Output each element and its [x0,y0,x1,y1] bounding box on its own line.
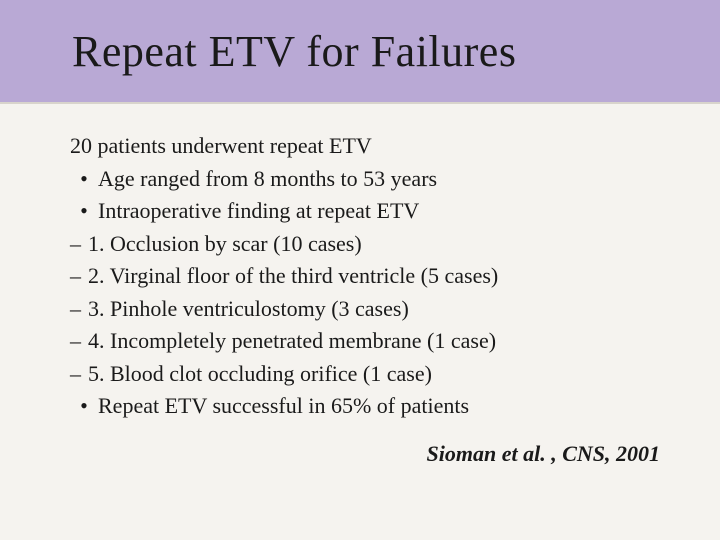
finding-item: – 1. Occlusion by scar (10 cases) [70,228,650,261]
dash-icon: – [70,358,88,391]
dash-icon: – [70,260,88,293]
header-band: Repeat ETV for Failures [0,0,720,104]
finding-text: 5. Blood clot occluding orifice (1 case) [88,358,432,391]
bullet-text: Intraoperative finding at repeat ETV [98,195,419,228]
finding-text: 4. Incompletely penetrated membrane (1 c… [88,325,496,358]
bullet-dot-icon: • [70,390,98,423]
finding-item: – 2. Virginal floor of the third ventric… [70,260,650,293]
finding-text: 3. Pinhole ventriculostomy (3 cases) [88,293,409,326]
slide-title: Repeat ETV for Failures [72,26,516,77]
intro-line: 20 patients underwent repeat ETV [70,130,650,163]
bullet-text: Repeat ETV successful in 65% of patients [98,390,469,423]
dash-icon: – [70,325,88,358]
citation: Sioman et al. , CNS, 2001 [0,441,720,467]
finding-text: 2. Virginal floor of the third ventricle… [88,260,498,293]
bullet-item: • Repeat ETV successful in 65% of patien… [70,390,650,423]
dash-icon: – [70,228,88,261]
finding-item: – 3. Pinhole ventriculostomy (3 cases) [70,293,650,326]
slide-content: 20 patients underwent repeat ETV • Age r… [0,104,720,423]
bullet-item: • Age ranged from 8 months to 53 years [70,163,650,196]
dash-icon: – [70,293,88,326]
finding-item: – 5. Blood clot occluding orifice (1 cas… [70,358,650,391]
finding-text: 1. Occlusion by scar (10 cases) [88,228,362,261]
finding-item: – 4. Incompletely penetrated membrane (1… [70,325,650,358]
bullet-dot-icon: • [70,195,98,228]
bullet-item: • Intraoperative finding at repeat ETV [70,195,650,228]
bullet-text: Age ranged from 8 months to 53 years [98,163,437,196]
bullet-dot-icon: • [70,163,98,196]
